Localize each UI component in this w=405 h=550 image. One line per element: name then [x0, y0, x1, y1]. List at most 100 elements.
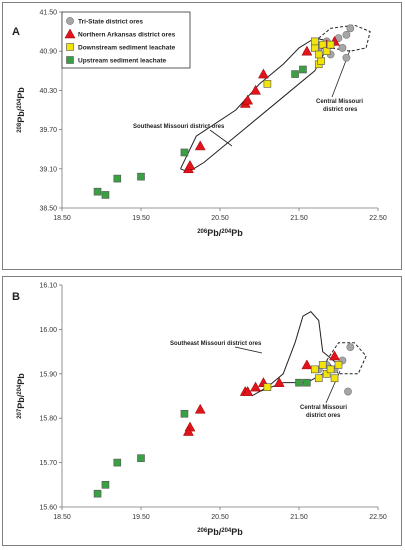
legend-box — [61, 11, 191, 69]
data-point — [299, 65, 307, 74]
data-point — [346, 24, 355, 33]
data-point — [113, 458, 122, 467]
legend-label: Upstream sediment leachate — [78, 58, 167, 65]
chart-b: B Southeast Missouri district ores Centr… — [12, 283, 387, 538]
legend-label: Tri-State district ores — [78, 19, 143, 26]
data-point — [318, 40, 327, 49]
southeast-missouri-boundary — [180, 37, 332, 173]
data-point — [242, 94, 254, 105]
annotation-southeast-missouri-b: Southeast Missouri district ores — [170, 341, 262, 347]
y-tick-label: 15.90 — [39, 371, 57, 378]
annotation-arrow — [209, 129, 233, 147]
data-point — [334, 361, 343, 369]
y-tick-label: 41.50 — [39, 10, 57, 17]
central-missouri-boundary — [326, 342, 367, 375]
data-point — [342, 30, 351, 39]
data-point — [180, 148, 189, 157]
data-point — [182, 426, 194, 436]
data-point — [322, 47, 331, 56]
data-point — [137, 454, 145, 462]
panel-label-b: B — [12, 291, 20, 303]
x-tick-label: 20.50 — [211, 215, 229, 222]
data-point — [273, 377, 285, 387]
data-point — [180, 409, 189, 418]
data-point — [314, 50, 323, 59]
data-point — [342, 53, 351, 62]
annotation-central-missouri-a-line1: Central Missouri — [316, 99, 363, 105]
panel-label-a: A — [12, 26, 20, 38]
data-point — [263, 383, 272, 391]
y-tick-label: 40.90 — [39, 49, 57, 56]
annotation-central-missouri-b-line2: district ores — [306, 413, 341, 419]
data-point — [93, 489, 102, 498]
data-point — [330, 374, 339, 383]
y-axis-label: 208Pb/204Pb — [16, 87, 26, 133]
x-tick-label: 22.50 — [369, 215, 387, 222]
data-point — [250, 381, 261, 392]
y-tick-label: 15.80 — [39, 416, 57, 423]
data-point — [326, 365, 335, 374]
y-tick-label: 40.30 — [39, 88, 57, 95]
x-tick-label: 18.50 — [53, 514, 71, 521]
y-tick-label: 15.70 — [39, 460, 57, 467]
data-point — [303, 378, 311, 387]
x-tick-label: 21.50 — [290, 215, 308, 222]
y-tick-label: 39.70 — [39, 127, 57, 134]
data-point — [258, 68, 269, 79]
y-tick-label: 39.10 — [39, 166, 57, 173]
legend-marker — [66, 43, 74, 51]
data-point — [318, 361, 327, 369]
annotation-central-missouri-a-line2: district ores — [323, 107, 358, 113]
data-point — [113, 174, 122, 183]
data-point — [326, 40, 335, 49]
legend-marker — [66, 17, 74, 25]
data-point — [295, 378, 303, 387]
y-axis-label: 207Pb/204Pb — [16, 373, 26, 419]
annotation-arrow — [234, 346, 263, 354]
x-axis-label: 206Pb/204Pb — [197, 527, 243, 537]
data-point — [314, 374, 323, 383]
data-point — [344, 387, 352, 396]
data-point — [301, 45, 313, 56]
y-tick-label: 16.00 — [39, 327, 57, 334]
data-point — [93, 187, 102, 196]
data-point — [301, 359, 313, 370]
x-axis-label: 206Pb/204Pb — [197, 228, 243, 238]
data-point — [194, 403, 206, 414]
data-point — [322, 370, 331, 378]
annotation-southeast-missouri-a: Southeast Missouri district ores — [133, 124, 225, 130]
data-point — [101, 191, 110, 199]
annotation-central-missouri-b-line1: Central Missouri — [300, 405, 347, 411]
data-point — [263, 80, 272, 88]
data-point — [310, 44, 319, 52]
data-point — [242, 386, 254, 396]
y-tick-label: 16.10 — [39, 283, 57, 290]
x-tick-label: 18.50 — [53, 215, 71, 222]
data-point — [291, 70, 299, 78]
data-point — [317, 57, 325, 65]
data-point — [194, 140, 206, 151]
chart-a: A Southeast Missouri district ores Centr… — [12, 10, 387, 239]
legend-marker — [64, 28, 76, 39]
legend-label: Downstream sediment leachate — [78, 45, 176, 52]
data-point — [329, 350, 340, 361]
x-tick-label: 19.50 — [132, 514, 150, 521]
data-point — [310, 365, 319, 374]
data-point — [101, 481, 110, 489]
y-tick-label: 38.50 — [39, 206, 57, 213]
x-tick-label: 22.50 — [369, 514, 387, 521]
x-tick-label: 20.50 — [211, 514, 229, 521]
central-missouri-boundary — [314, 24, 371, 52]
legend-marker — [66, 56, 74, 64]
data-point — [346, 343, 355, 352]
southeast-missouri-boundary — [251, 311, 340, 397]
y-tick-label: 15.60 — [39, 505, 57, 512]
data-point — [250, 84, 261, 95]
data-point — [338, 44, 347, 52]
data-point — [137, 172, 145, 181]
x-tick-label: 19.50 — [132, 215, 150, 222]
legend-label: Northern Arkansas district ores — [78, 32, 176, 39]
data-point — [310, 37, 319, 46]
data-point — [184, 160, 196, 170]
x-tick-label: 21.50 — [290, 514, 308, 521]
